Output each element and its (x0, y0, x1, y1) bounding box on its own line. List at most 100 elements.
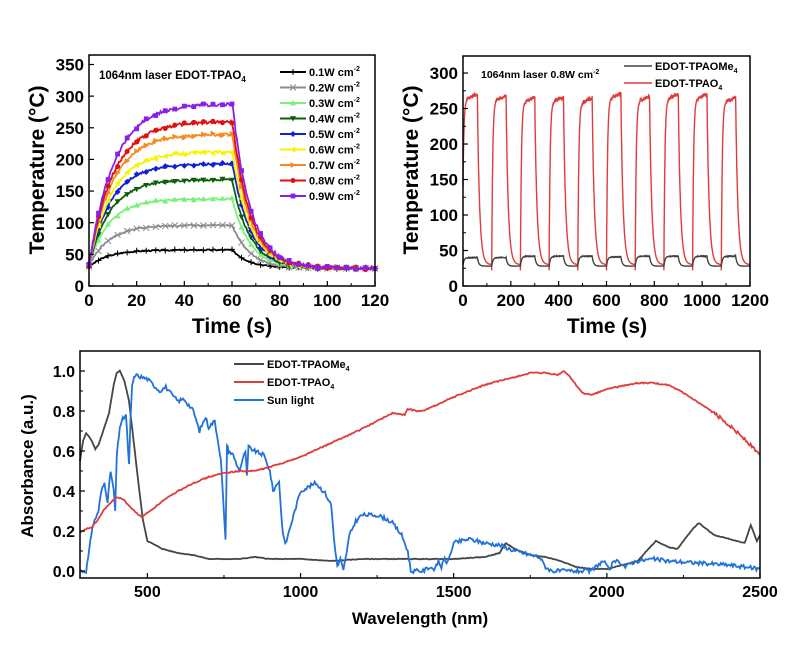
data-point-marker (238, 195, 244, 202)
data-point-marker (200, 222, 207, 229)
data-point-marker (181, 151, 187, 158)
data-point-marker (200, 161, 207, 168)
data-point-marker (171, 246, 178, 253)
x-tick-label: 20 (127, 291, 146, 310)
x-tick-label: 1200 (731, 291, 769, 310)
legend-item: Sun light (234, 395, 314, 407)
data-point-marker (219, 246, 226, 253)
data-point-marker (191, 133, 197, 140)
data-point-marker (190, 196, 197, 203)
data-point-marker (133, 202, 140, 208)
series-line-edot-tpao (79, 370, 761, 534)
data-point-marker (162, 153, 168, 160)
axis-ticks: 0 200 400 600 800 1000 1200 0 50 100 150 200 250 300 (430, 64, 769, 310)
legend-label: EDOT-TPAOMe4 (267, 359, 350, 373)
legend-item: 0.1W cm-2 (280, 66, 360, 79)
data-point-marker (115, 151, 120, 157)
series-line-edot-tpaome (79, 369, 761, 571)
data-point-marker (115, 163, 121, 170)
legend-label: 0.1W cm-2 (309, 66, 360, 79)
data-point-marker (200, 195, 207, 202)
data-point-marker (209, 150, 216, 157)
data-point-marker (334, 265, 340, 271)
data-point-marker (238, 239, 245, 246)
data-point-marker (114, 188, 121, 195)
x-tick-label: 120 (361, 291, 389, 310)
data-point-marker (95, 237, 102, 243)
plot-area (85, 101, 379, 273)
data-point-marker (210, 101, 216, 107)
data-point-marker (143, 133, 149, 139)
data-point-marker (248, 259, 255, 266)
data-point-marker (219, 195, 226, 201)
data-point-marker (124, 249, 131, 256)
data-point-marker (143, 157, 149, 164)
data-point-marker (219, 221, 226, 229)
data-point-marker (171, 196, 178, 202)
data-point-marker (209, 195, 216, 202)
data-point-marker (114, 250, 121, 257)
data-point-marker (104, 237, 112, 245)
x-tick-label: 80 (270, 291, 289, 310)
legend-item: EDOT-TPAO4 (624, 78, 722, 92)
data-point-marker (209, 221, 217, 229)
data-point-marker (162, 125, 168, 131)
data-point-marker (219, 176, 226, 183)
data-point-marker (190, 149, 197, 156)
data-point-marker (105, 183, 111, 189)
data-point-marker (181, 178, 188, 184)
x-tick-label: 500 (134, 584, 161, 601)
data-point-marker (180, 222, 188, 229)
data-point-marker (209, 161, 216, 168)
data-point-marker (134, 139, 140, 145)
data-point-marker (190, 177, 197, 184)
x-tick-label: 0 (458, 291, 467, 310)
annotation: 1064nm laser EDOT-TPAO4 (99, 70, 246, 84)
data-point-marker (257, 248, 264, 255)
data-point-marker (200, 177, 207, 183)
legend-label: 0.7W cm-2 (309, 159, 360, 172)
y-axis-title: Temperature (°C) (26, 85, 49, 254)
plot-area (79, 369, 761, 576)
data-point-marker (209, 177, 216, 184)
panel-cycling-stability: 0 200 400 600 800 1000 1200050100150200250300 … (400, 55, 769, 338)
y-tick-label: 0.6 (53, 444, 75, 461)
legend-item: 0.2W cm-2 (280, 82, 360, 95)
data-point-marker (201, 131, 207, 138)
data-point-marker (134, 126, 140, 132)
data-point-marker (114, 231, 121, 239)
data-point-marker (315, 266, 321, 271)
x-tick-label: 0 (84, 291, 93, 310)
y-tick-label: 150 (56, 182, 84, 201)
data-point-marker (289, 84, 297, 91)
data-point-marker (172, 133, 178, 140)
data-point-marker (353, 266, 359, 272)
data-point-marker (142, 224, 150, 232)
data-point-marker (257, 251, 264, 258)
data-point-marker (172, 106, 178, 112)
data-point-marker (277, 255, 283, 261)
data-point-marker (153, 127, 159, 133)
data-point-marker (238, 224, 245, 230)
data-point-marker (152, 155, 159, 162)
data-point-marker (220, 102, 225, 108)
data-point-marker (115, 169, 121, 176)
x-axis-title: Wavelength (nm) (352, 609, 488, 628)
data-point-marker (286, 258, 292, 263)
data-point-marker (239, 168, 244, 174)
data-point-marker (181, 246, 188, 253)
data-point-marker (229, 130, 235, 137)
data-point-marker (200, 149, 206, 156)
data-point-marker (171, 163, 178, 170)
series-0-9w-cm-group (86, 101, 378, 272)
data-point-marker (114, 212, 121, 219)
data-point-marker (191, 104, 197, 110)
legend-item: 0.7W cm-2 (280, 159, 360, 172)
legend-label: 0.2W cm-2 (309, 82, 360, 95)
data-point-marker (105, 177, 111, 182)
legend: EDOT-TPAOMe4 EDOT-TPAO4 (624, 61, 738, 92)
legend-label: 0.5W cm-2 (309, 128, 360, 141)
y-tick-label: 0 (449, 277, 458, 296)
data-point-marker (134, 148, 140, 155)
data-point-marker (258, 231, 263, 236)
